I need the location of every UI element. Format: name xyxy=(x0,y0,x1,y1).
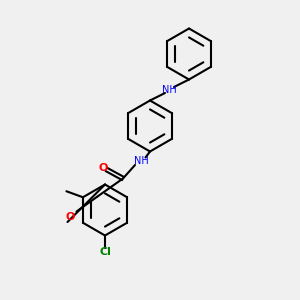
Text: NH: NH xyxy=(134,156,148,167)
Text: Cl: Cl xyxy=(99,247,111,257)
Text: NH: NH xyxy=(162,85,177,95)
Text: O: O xyxy=(98,163,108,173)
Text: O: O xyxy=(66,212,75,223)
